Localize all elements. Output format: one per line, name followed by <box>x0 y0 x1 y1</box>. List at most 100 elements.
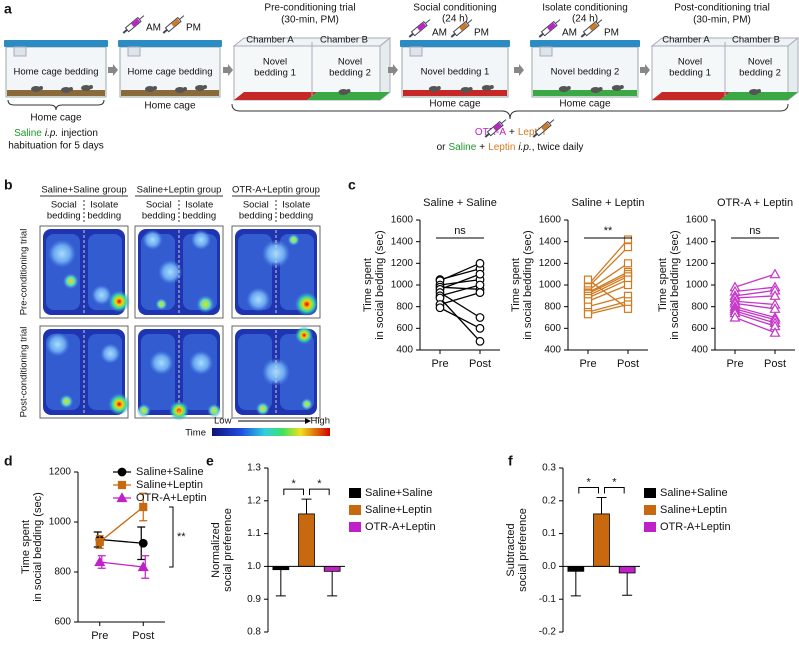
mouse <box>195 85 205 91</box>
legend-swatch <box>644 488 656 498</box>
cage-lid <box>530 40 640 47</box>
mouse-head <box>566 86 571 90</box>
y-tick-label: 600 <box>54 617 71 628</box>
bedding-label: bedding 1 <box>669 68 711 79</box>
y-tick-label: 600 <box>691 323 708 334</box>
significance-bracket <box>578 487 599 494</box>
legend-label: Saline+Leptin <box>365 504 432 516</box>
y-tick-label: 1200 <box>49 467 72 478</box>
heat-spot <box>196 295 215 314</box>
series-line <box>439 297 481 342</box>
significance-label: ns <box>454 225 466 237</box>
syringe-plunger <box>122 29 128 34</box>
mouse <box>61 87 71 93</box>
arrow <box>514 64 524 76</box>
syringe-needle <box>597 19 603 24</box>
syringe-needle <box>139 15 145 20</box>
chart-title: OTR-A + Leptin <box>717 197 793 209</box>
heat-spot <box>100 343 121 364</box>
bedding-label: Home cage bedding <box>127 67 212 78</box>
significance-bracket <box>604 487 625 494</box>
marker <box>583 275 593 284</box>
y-tick-label: 800 <box>691 301 708 312</box>
syringe-needle <box>549 119 555 124</box>
y-tick-label: 1200 <box>539 258 562 269</box>
marker <box>623 235 633 244</box>
y-axis-label: in social bedding (sec) <box>374 230 386 339</box>
panel-label: f <box>508 453 513 469</box>
legend-label: Saline+Saline <box>136 466 204 478</box>
marker <box>475 336 485 346</box>
marker <box>139 502 148 512</box>
error-bar <box>301 498 312 514</box>
y-tick-label: 1600 <box>391 215 414 226</box>
arena-half <box>183 234 217 310</box>
error-bar <box>570 571 581 597</box>
cage-label: Home cage <box>429 99 481 110</box>
treatment-part: Leptin <box>488 142 515 153</box>
heat-spot <box>191 229 211 250</box>
syringe <box>162 15 185 34</box>
y-tick-label: 0.2 <box>542 495 556 506</box>
significance-label: ** <box>177 531 186 543</box>
colorbar-low: Low <box>214 416 232 427</box>
legend-label: Saline+Leptin <box>660 504 727 516</box>
heat-spot <box>108 393 131 416</box>
chamber-front <box>651 45 789 101</box>
mouse-head <box>69 87 73 91</box>
y-tick-label: 1000 <box>686 280 709 291</box>
floor-b <box>307 92 390 100</box>
y-tick-label: -0.2 <box>539 627 557 638</box>
heat-spot <box>142 229 163 250</box>
series-line <box>587 246 629 288</box>
mouse <box>460 87 471 93</box>
marker <box>475 288 485 297</box>
series-line <box>99 538 144 544</box>
series-line <box>587 275 629 297</box>
series-line <box>439 307 481 329</box>
panel-label: e <box>206 453 214 469</box>
y-tick-label: 1.2 <box>247 495 261 506</box>
heat-spot <box>294 292 319 317</box>
group-title: OTR-A+Leptin group <box>232 185 320 196</box>
bar <box>298 513 315 567</box>
mouse-head <box>436 86 441 90</box>
marker <box>729 311 741 322</box>
mouse-head <box>153 86 157 90</box>
heat-spot <box>295 326 314 345</box>
mouse-head <box>89 85 93 89</box>
series-line <box>734 308 776 321</box>
series-line <box>439 284 481 297</box>
treatment-part: + <box>479 142 485 153</box>
syringe-liquid <box>541 122 550 131</box>
cage-label: Home cage <box>559 99 611 110</box>
series-line <box>734 306 776 319</box>
significance-label: * <box>292 478 297 490</box>
syringe <box>580 19 603 38</box>
y-axis-label: Time spent <box>362 258 374 312</box>
significance-bracket <box>309 488 330 496</box>
series-line <box>587 239 629 286</box>
chamber-side <box>787 36 799 102</box>
arrow <box>223 64 233 76</box>
habituation-note-part: i.p. <box>45 128 58 139</box>
mouse <box>81 85 91 91</box>
marker <box>583 310 593 319</box>
cage-lid <box>118 40 222 47</box>
y-axis-label: Subtracted <box>505 523 517 576</box>
syringe-needle <box>179 15 185 20</box>
habituation-note-part: injection <box>61 128 98 139</box>
chart-title: Saline + Leptin <box>571 197 644 209</box>
chamber-front <box>233 45 381 101</box>
significance-bracket <box>169 506 174 568</box>
step-title: Isolate conditioning <box>542 3 628 14</box>
series-line <box>587 303 629 315</box>
series-line <box>734 312 776 327</box>
heat-spot <box>300 398 313 411</box>
panel-label: d <box>4 453 13 469</box>
heat-spot <box>136 403 151 418</box>
y-tick-label: 0.0 <box>542 561 556 572</box>
heat-spot <box>48 239 76 268</box>
arrow <box>640 64 650 76</box>
habituation-note-part: Saline <box>14 128 42 139</box>
